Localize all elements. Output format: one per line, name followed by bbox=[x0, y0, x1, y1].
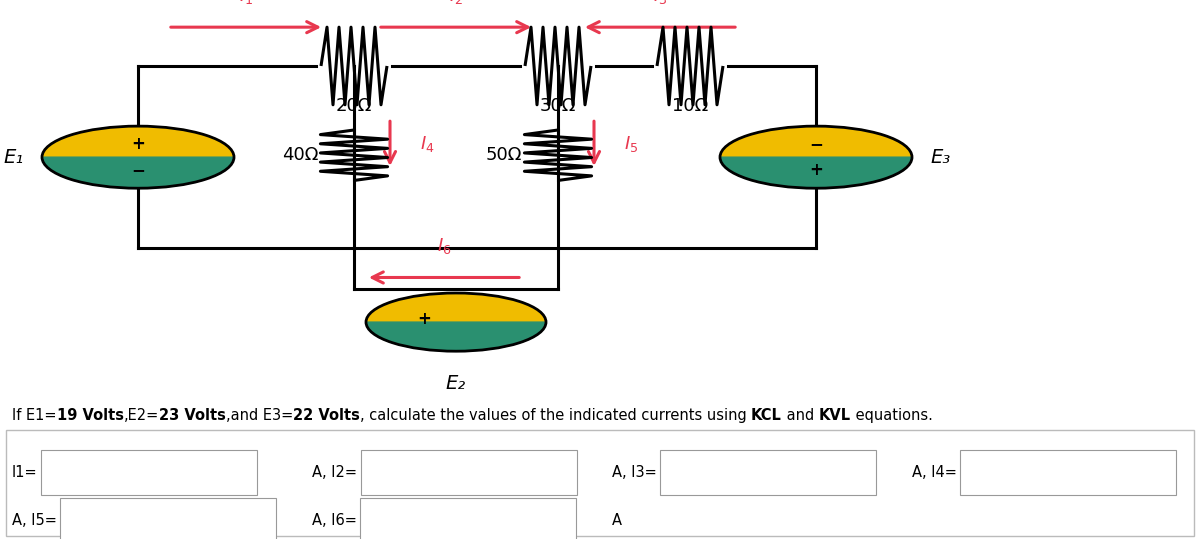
Text: 23 Volts: 23 Volts bbox=[158, 407, 226, 423]
Text: A, I4=: A, I4= bbox=[912, 465, 956, 480]
Polygon shape bbox=[42, 126, 234, 157]
Text: , calculate the values of the indicated currents using: , calculate the values of the indicated … bbox=[360, 407, 751, 423]
Text: 19 Volts: 19 Volts bbox=[56, 407, 124, 423]
Text: KCL: KCL bbox=[751, 407, 782, 423]
FancyBboxPatch shape bbox=[960, 450, 1176, 495]
Text: $I_4$: $I_4$ bbox=[420, 134, 434, 154]
Text: E₂: E₂ bbox=[446, 375, 466, 393]
Text: A, I5=: A, I5= bbox=[12, 513, 56, 528]
Text: −: − bbox=[809, 135, 823, 153]
Text: If E1=: If E1= bbox=[12, 407, 56, 423]
FancyBboxPatch shape bbox=[6, 430, 1194, 536]
Text: +: + bbox=[809, 161, 823, 179]
Text: 50Ω: 50Ω bbox=[486, 146, 522, 164]
Text: +: + bbox=[131, 135, 145, 153]
Text: $I_6$: $I_6$ bbox=[437, 236, 451, 256]
Text: A, I5=: A, I5= bbox=[12, 513, 56, 528]
Text: and: and bbox=[782, 407, 818, 423]
Text: A, I3=: A, I3= bbox=[612, 465, 656, 480]
Polygon shape bbox=[720, 126, 912, 157]
Text: A, I2=: A, I2= bbox=[312, 465, 358, 480]
Text: ,E2=: ,E2= bbox=[124, 407, 158, 423]
Polygon shape bbox=[42, 157, 234, 188]
FancyBboxPatch shape bbox=[360, 450, 577, 495]
Text: A, I6=: A, I6= bbox=[312, 513, 356, 528]
Text: A, I2=: A, I2= bbox=[312, 465, 358, 480]
Text: A, I3=: A, I3= bbox=[612, 465, 656, 480]
Text: 22 Volts: 22 Volts bbox=[293, 407, 360, 423]
Text: equations.: equations. bbox=[851, 407, 932, 423]
Polygon shape bbox=[366, 293, 546, 322]
FancyBboxPatch shape bbox=[41, 450, 257, 495]
FancyBboxPatch shape bbox=[60, 498, 276, 539]
Text: 40Ω: 40Ω bbox=[282, 146, 318, 164]
FancyBboxPatch shape bbox=[660, 450, 876, 495]
FancyBboxPatch shape bbox=[360, 498, 576, 539]
Text: $I_1$: $I_1$ bbox=[239, 0, 253, 6]
Text: $I_3$: $I_3$ bbox=[653, 0, 667, 6]
Polygon shape bbox=[366, 322, 546, 351]
Text: 20Ω: 20Ω bbox=[336, 97, 372, 115]
Text: 10Ω: 10Ω bbox=[672, 97, 708, 115]
Text: 30Ω: 30Ω bbox=[540, 97, 576, 115]
Text: A: A bbox=[612, 513, 622, 528]
Text: A, I6=: A, I6= bbox=[312, 513, 356, 528]
Text: +: + bbox=[418, 310, 432, 328]
Text: $I_2$: $I_2$ bbox=[449, 0, 463, 6]
Text: −: − bbox=[131, 161, 145, 179]
Text: E₁: E₁ bbox=[4, 148, 24, 167]
Text: E₃: E₃ bbox=[930, 148, 950, 167]
Text: I1=: I1= bbox=[12, 465, 37, 480]
Text: A, I4=: A, I4= bbox=[912, 465, 956, 480]
Text: I1=: I1= bbox=[12, 465, 37, 480]
Polygon shape bbox=[720, 157, 912, 188]
Text: KVL: KVL bbox=[818, 407, 851, 423]
Text: ,and E3=: ,and E3= bbox=[226, 407, 293, 423]
Text: $I_5$: $I_5$ bbox=[624, 134, 638, 154]
